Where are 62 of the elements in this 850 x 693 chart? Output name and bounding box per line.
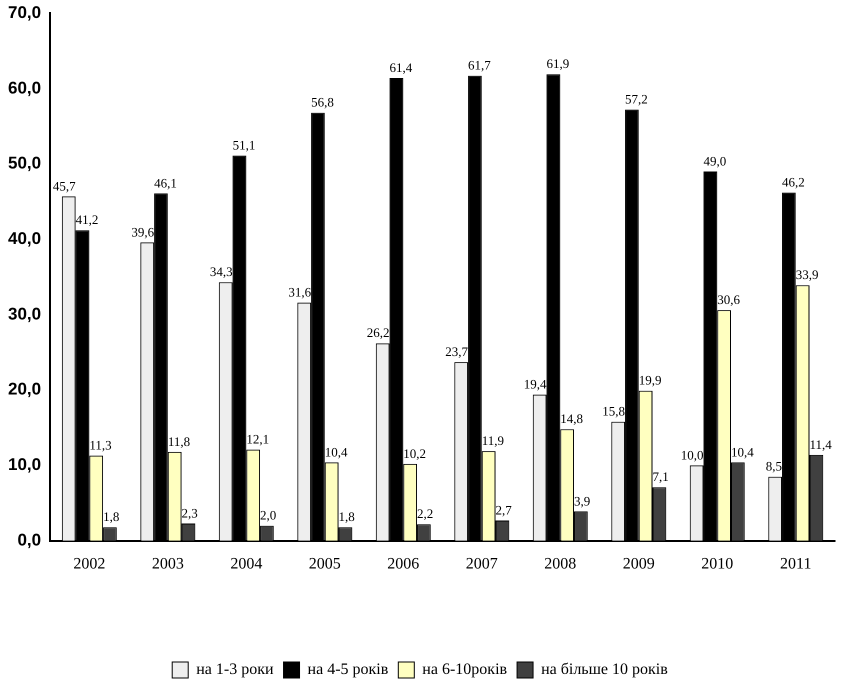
data-label: 7,1: [652, 469, 669, 484]
data-label: 11,9: [482, 433, 504, 448]
data-label: 19,4: [524, 376, 548, 392]
y-tick-label: 70,0: [8, 2, 42, 22]
y-tick-label: 10,0: [8, 455, 42, 474]
x-tick-label: 2011: [780, 556, 812, 573]
x-tick-label: 2002: [73, 556, 106, 573]
data-label: 15,8: [602, 404, 626, 419]
x-tick-label: 2008: [544, 556, 576, 573]
data-label: 10,0: [680, 447, 704, 462]
data-label: 31,6: [288, 284, 312, 300]
data-label: 56,8: [311, 94, 334, 110]
legend-label: на більше 10 років: [541, 661, 668, 678]
data-label: 11,8: [168, 434, 190, 449]
data-label: 61,9: [546, 56, 570, 72]
y-tick-label: 60,0: [8, 78, 42, 98]
data-label: 2,0: [260, 508, 276, 523]
data-label: 49,0: [704, 153, 726, 168]
data-label: 61,7: [468, 58, 492, 73]
data-label: 23,7: [445, 344, 469, 360]
data-label: 1,8: [338, 509, 355, 524]
data-label: 10,4: [324, 444, 348, 460]
legend-label: на 6-10років: [422, 661, 508, 678]
x-tick-label: 2004: [230, 556, 262, 573]
legend-label: на 1-3 роки: [196, 661, 274, 678]
data-label: 8,5: [766, 458, 782, 474]
x-tick-label: 2007: [466, 556, 498, 573]
data-label: 57,2: [625, 92, 648, 107]
data-label: 33,9: [796, 267, 819, 282]
data-label: 2,7: [496, 502, 512, 518]
data-label: 2,2: [417, 506, 434, 522]
data-label: 46,2: [782, 174, 805, 190]
data-label: 10,2: [403, 446, 426, 461]
data-label: 19,9: [638, 372, 662, 388]
y-tick-label: 50,0: [8, 154, 42, 173]
data-label: 51,1: [232, 138, 256, 153]
y-tick-label: 40,0: [8, 229, 42, 248]
data-label: 34,3: [210, 264, 233, 280]
data-label: 1,8: [103, 509, 120, 524]
x-tick-label: 2010: [701, 556, 734, 573]
data-label: 30,6: [717, 292, 741, 308]
data-label: 10,4: [731, 444, 754, 460]
y-tick-label: 30,0: [8, 304, 42, 324]
data-label: 41,2: [76, 212, 98, 228]
x-tick-label: 2003: [152, 556, 184, 573]
data-label: 2,3: [182, 505, 198, 520]
legend-label: на 4-5 років: [308, 661, 389, 678]
data-label: 14,8: [560, 411, 584, 426]
y-tick-label: 0,0: [17, 530, 42, 550]
x-tick-label: 2005: [308, 556, 341, 573]
data-label: 12,1: [246, 432, 270, 447]
data-label: 11,3: [89, 438, 112, 453]
data-label: 46,1: [154, 175, 177, 190]
data-label: 11,4: [809, 436, 832, 452]
x-tick-label: 2009: [622, 556, 655, 573]
data-label: 61,4: [390, 60, 413, 75]
x-tick-label: 2006: [387, 556, 420, 573]
y-tick-label: 20,0: [8, 380, 42, 399]
data-label: 39,6: [131, 224, 155, 240]
data-label: 45,7: [52, 178, 76, 194]
data-label: 26,2: [366, 325, 390, 340]
data-label: 3,9: [574, 493, 590, 508]
